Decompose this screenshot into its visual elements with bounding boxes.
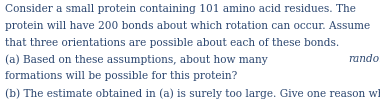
Text: that three orientations are possible about each of these bonds.: that three orientations are possible abo… [5, 38, 339, 48]
Text: random-coil: random-coil [348, 54, 380, 64]
Text: formations will be possible for this protein?: formations will be possible for this pro… [5, 71, 237, 81]
Text: Consider a small protein containing 101 amino acid residues. The: Consider a small protein containing 101 … [5, 4, 355, 14]
Text: protein will have 200 bonds about which rotation can occur. Assume: protein will have 200 bonds about which … [5, 21, 370, 31]
Text: (a) Based on these assumptions, about how many: (a) Based on these assumptions, about ho… [5, 54, 271, 65]
Text: (b) The estimate obtained in (a) is surely too large. Give one reason why.: (b) The estimate obtained in (a) is sure… [5, 88, 380, 99]
